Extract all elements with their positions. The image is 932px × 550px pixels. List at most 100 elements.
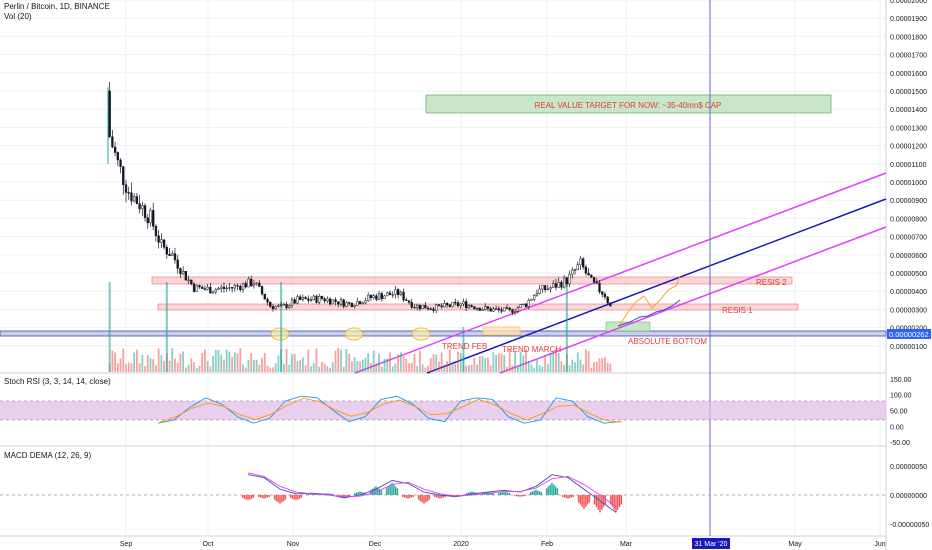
bottom-marker[interactable] [411, 327, 431, 341]
candle-body [236, 285, 239, 287]
candle-body [220, 286, 223, 289]
volume-bar [253, 360, 255, 372]
current-zone[interactable] [0, 330, 887, 337]
candle-body [601, 291, 604, 295]
volume-bar [239, 348, 242, 372]
volume-bar [421, 364, 424, 372]
volume-bar [557, 352, 560, 372]
volume-bar [141, 354, 144, 372]
volume-bar [318, 366, 321, 372]
volume-bar [563, 364, 566, 372]
volume-bar [272, 367, 274, 372]
volume-bar [503, 355, 506, 372]
macd-histogram-bar [332, 494, 335, 495]
lower-channel-line[interactable] [499, 226, 887, 374]
macd-histogram-bar [359, 491, 361, 495]
time-tick-label: Feb [541, 541, 553, 548]
macd-histogram-bar [309, 493, 311, 495]
volume-bar [184, 367, 187, 372]
volume-bar [193, 362, 195, 372]
current-price-tag [887, 329, 931, 339]
price-tick-label: 0.00001600 [890, 71, 927, 78]
bottom-marker[interactable] [270, 327, 290, 341]
macd-tick-label: -0.00000050 [890, 522, 929, 529]
candle-body [424, 305, 427, 309]
candle-body [407, 300, 411, 303]
price-tick-label: 0.00000300 [890, 307, 927, 314]
volume-bar [356, 360, 359, 372]
macd-histogram-bar [407, 495, 409, 499]
candle-body [467, 305, 471, 309]
stoch-tick-label: 50.00 [890, 409, 908, 416]
volume-bar [508, 349, 511, 372]
volume-bar [552, 353, 555, 372]
candle-body [323, 298, 326, 302]
macd-histogram-bar [609, 495, 612, 505]
volume-bar [242, 364, 244, 372]
candle-body [465, 301, 468, 309]
volume-bar [187, 365, 190, 372]
candle-body [571, 269, 574, 275]
volume-bar [576, 352, 579, 372]
candle-body [413, 306, 416, 309]
volume-bar [119, 358, 122, 372]
macd-histogram-bar [297, 495, 299, 500]
macd-histogram-bar [396, 488, 399, 495]
volume-bar [304, 365, 307, 372]
volume-bar [315, 348, 318, 372]
candle-body [244, 283, 247, 288]
volume-bar [263, 353, 266, 372]
macd-histogram-bar [554, 486, 557, 495]
resis2-zone[interactable] [151, 276, 793, 285]
macd-histogram-bar [369, 490, 372, 495]
candle-body [358, 301, 362, 305]
stoch-axis[interactable]: 150.00 100.00 50.00 0.00 -50.00 [890, 377, 912, 447]
candle-body [388, 292, 392, 295]
candle-body [380, 293, 383, 299]
mid-channel-line[interactable] [426, 198, 887, 374]
stoch-k-line [157, 395, 621, 424]
candle-body [598, 282, 601, 292]
volume-bar [516, 366, 519, 372]
upper-channel-line[interactable] [354, 172, 887, 374]
volume-label: Vol (20) [4, 12, 32, 21]
candle-body [157, 235, 160, 243]
resis1-zone[interactable] [157, 303, 799, 311]
bottom-marker[interactable] [344, 327, 364, 341]
macd-histogram-bar [469, 492, 471, 495]
volume-bar [593, 362, 595, 372]
time-tick-label: Dec [369, 541, 382, 548]
volume-bar [214, 349, 217, 372]
macd-axis[interactable]: 0.00000050 0.00000000 -0.00000050 [890, 464, 929, 529]
candle-body [565, 277, 569, 285]
price-tick-label: 0.00001400 [890, 107, 927, 114]
macd-label: MACD DEMA (12, 26, 9) [4, 451, 92, 460]
candle-body [241, 283, 245, 290]
volume-bar [495, 354, 497, 372]
volume-bar [419, 350, 421, 372]
volume-bar [522, 355, 525, 372]
resis1-label: RESIS 1 [722, 306, 753, 315]
volume-bar [130, 363, 133, 372]
bottom-box[interactable] [605, 321, 651, 332]
candle-body [522, 303, 525, 306]
candle-body [328, 298, 332, 305]
volume-spike [462, 327, 465, 372]
volume-bar [274, 363, 277, 372]
candle-body [459, 303, 462, 307]
volume-bar [353, 357, 356, 372]
trend-box[interactable] [482, 326, 521, 336]
macd-histogram-bar [265, 495, 267, 498]
candle-body [206, 286, 209, 290]
macd-histogram-bar [497, 493, 500, 495]
candle-body [187, 279, 190, 281]
macd-histogram-bar [284, 495, 287, 500]
macd-histogram-bar [295, 495, 297, 501]
macd-histogram-bar [279, 495, 281, 504]
target-box[interactable] [425, 94, 832, 114]
price-tick-label: 0.00000900 [890, 198, 927, 205]
candle-body [519, 304, 522, 309]
price-tick-label: 0.00001500 [890, 89, 927, 96]
volume-bar [405, 359, 408, 372]
